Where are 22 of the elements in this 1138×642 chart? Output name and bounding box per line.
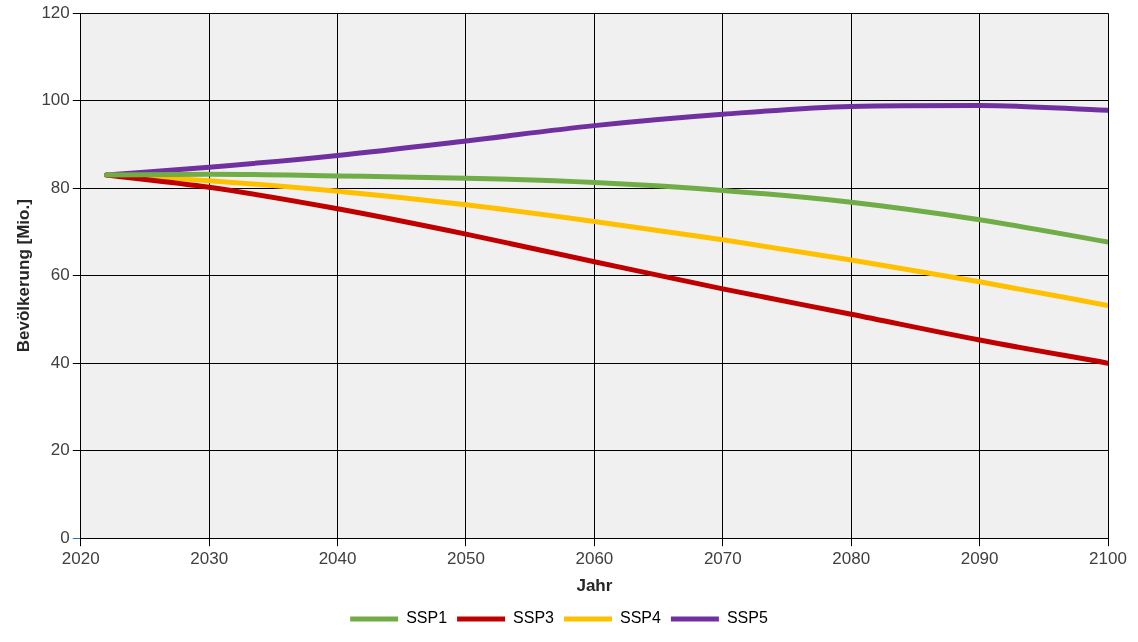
legend-label: SSP4 (620, 609, 662, 627)
x-tick-label: 2080 (832, 549, 871, 569)
x-tick-label: 2100 (1089, 549, 1127, 569)
x-tick-label: 2070 (703, 549, 742, 569)
y-tick-label: 0 (60, 527, 70, 547)
x-tick-label: 2040 (318, 549, 357, 569)
y-tick-label: 40 (50, 352, 70, 372)
x-tick-label: 2090 (960, 549, 999, 569)
x-tick-label: 2060 (575, 549, 614, 569)
y-tick-label: 120 (41, 2, 70, 22)
x-tick-label: 2030 (190, 549, 229, 569)
y-tick-label: 100 (41, 90, 70, 110)
y-tick-label: 20 (50, 440, 70, 460)
y-axis-title: Bevölkerung [Mio.] (13, 199, 33, 353)
legend-label: SSP1 (406, 609, 448, 627)
x-tick-label: 2050 (447, 549, 485, 569)
legend-label: SSP5 (726, 609, 768, 627)
legend-label: SSP3 (513, 609, 555, 627)
y-tick-label: 80 (50, 177, 70, 197)
x-tick-label: 2020 (61, 549, 100, 569)
y-tick-label: 60 (50, 265, 70, 285)
x-axis-title: Jahr (576, 576, 613, 596)
